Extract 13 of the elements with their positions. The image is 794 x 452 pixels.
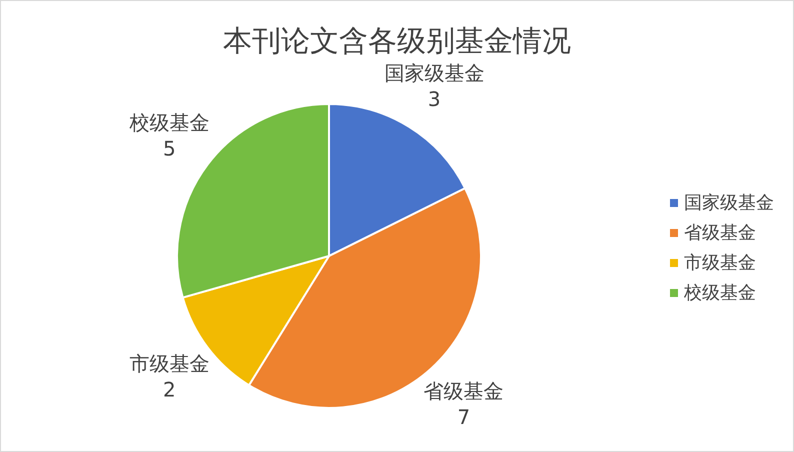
- legend-label: 国家级基金: [684, 192, 774, 214]
- slice-label: 国家级基金: [384, 60, 484, 85]
- slice-label: 校级基金: [128, 110, 210, 134]
- legend-label: 市级基金: [684, 252, 756, 274]
- data-label: 2: [163, 378, 176, 402]
- data-label: 7: [457, 404, 470, 429]
- legend-label: 省级基金: [684, 222, 756, 244]
- slice-label: 市级基金: [129, 352, 210, 376]
- legend-label: 校级基金: [683, 282, 756, 304]
- slice-label: 省级基金: [424, 378, 504, 403]
- chart-title: 本刊论文含各级别基金情况: [223, 24, 571, 58]
- data-label: 3: [428, 86, 441, 111]
- data-label: 5: [163, 136, 176, 160]
